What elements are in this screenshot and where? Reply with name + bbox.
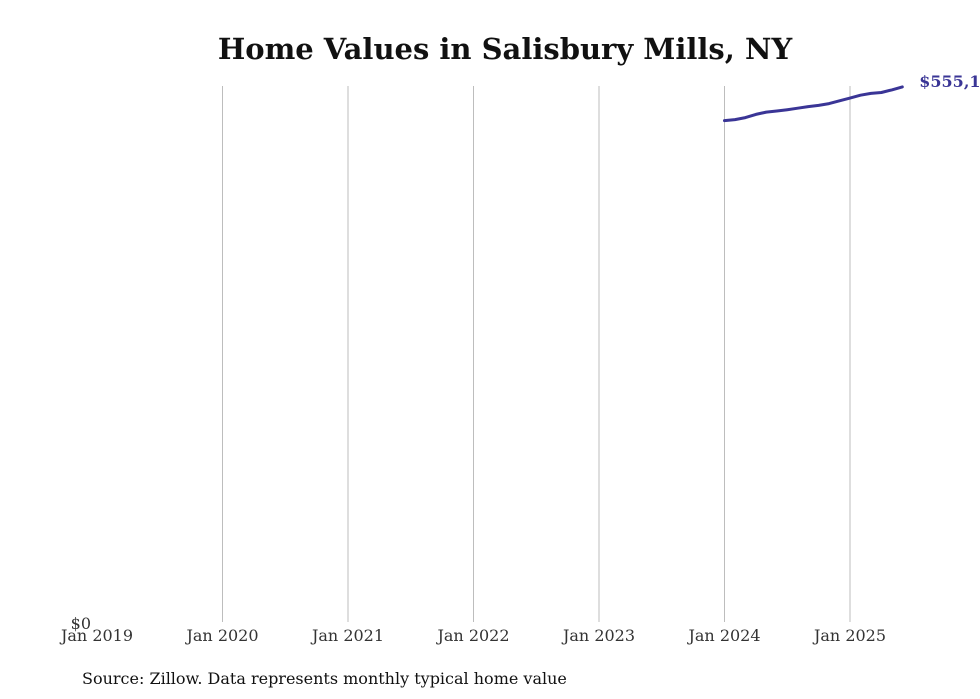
data-point (817, 104, 820, 107)
gridlines (222, 86, 851, 622)
data-point (765, 111, 768, 114)
data-point (859, 94, 862, 97)
x-tick-label: Jan 2021 (310, 626, 384, 645)
data-point (796, 107, 799, 110)
series-line (723, 85, 904, 123)
data-point (849, 97, 851, 100)
x-tick-label: Jan 2019 (59, 626, 133, 645)
data-point (807, 105, 810, 108)
data-point (775, 109, 778, 112)
data-point (786, 108, 789, 111)
data-point (828, 102, 831, 105)
data-point (744, 116, 747, 119)
data-point (733, 118, 736, 121)
data-point (901, 85, 904, 88)
source-note: Source: Zillow. Data represents monthly … (82, 669, 567, 688)
x-axis-ticks: Jan 2019 Jan 2020 Jan 2021 Jan 2022 Jan 2023… (59, 626, 886, 645)
y-axis-ticks: $0 (71, 614, 91, 633)
data-point (838, 99, 841, 102)
data-point (754, 113, 757, 116)
data-point (723, 119, 726, 122)
end-value-label: $555,100 (919, 72, 980, 91)
series-layer (723, 85, 904, 123)
x-tick-label: Jan 2020 (184, 626, 258, 645)
chart-title: Home Values in Salisbury Mills, NY (218, 32, 793, 66)
x-tick-label: Jan 2024 (686, 626, 760, 645)
x-tick-label: Jan 2022 (435, 626, 509, 645)
data-point (869, 92, 872, 95)
data-point (890, 88, 893, 91)
data-point (880, 91, 883, 94)
y-tick-label: $0 (71, 614, 91, 633)
x-tick-label: Jan 2025 (812, 626, 886, 645)
x-tick-label: Jan 2023 (561, 626, 635, 645)
